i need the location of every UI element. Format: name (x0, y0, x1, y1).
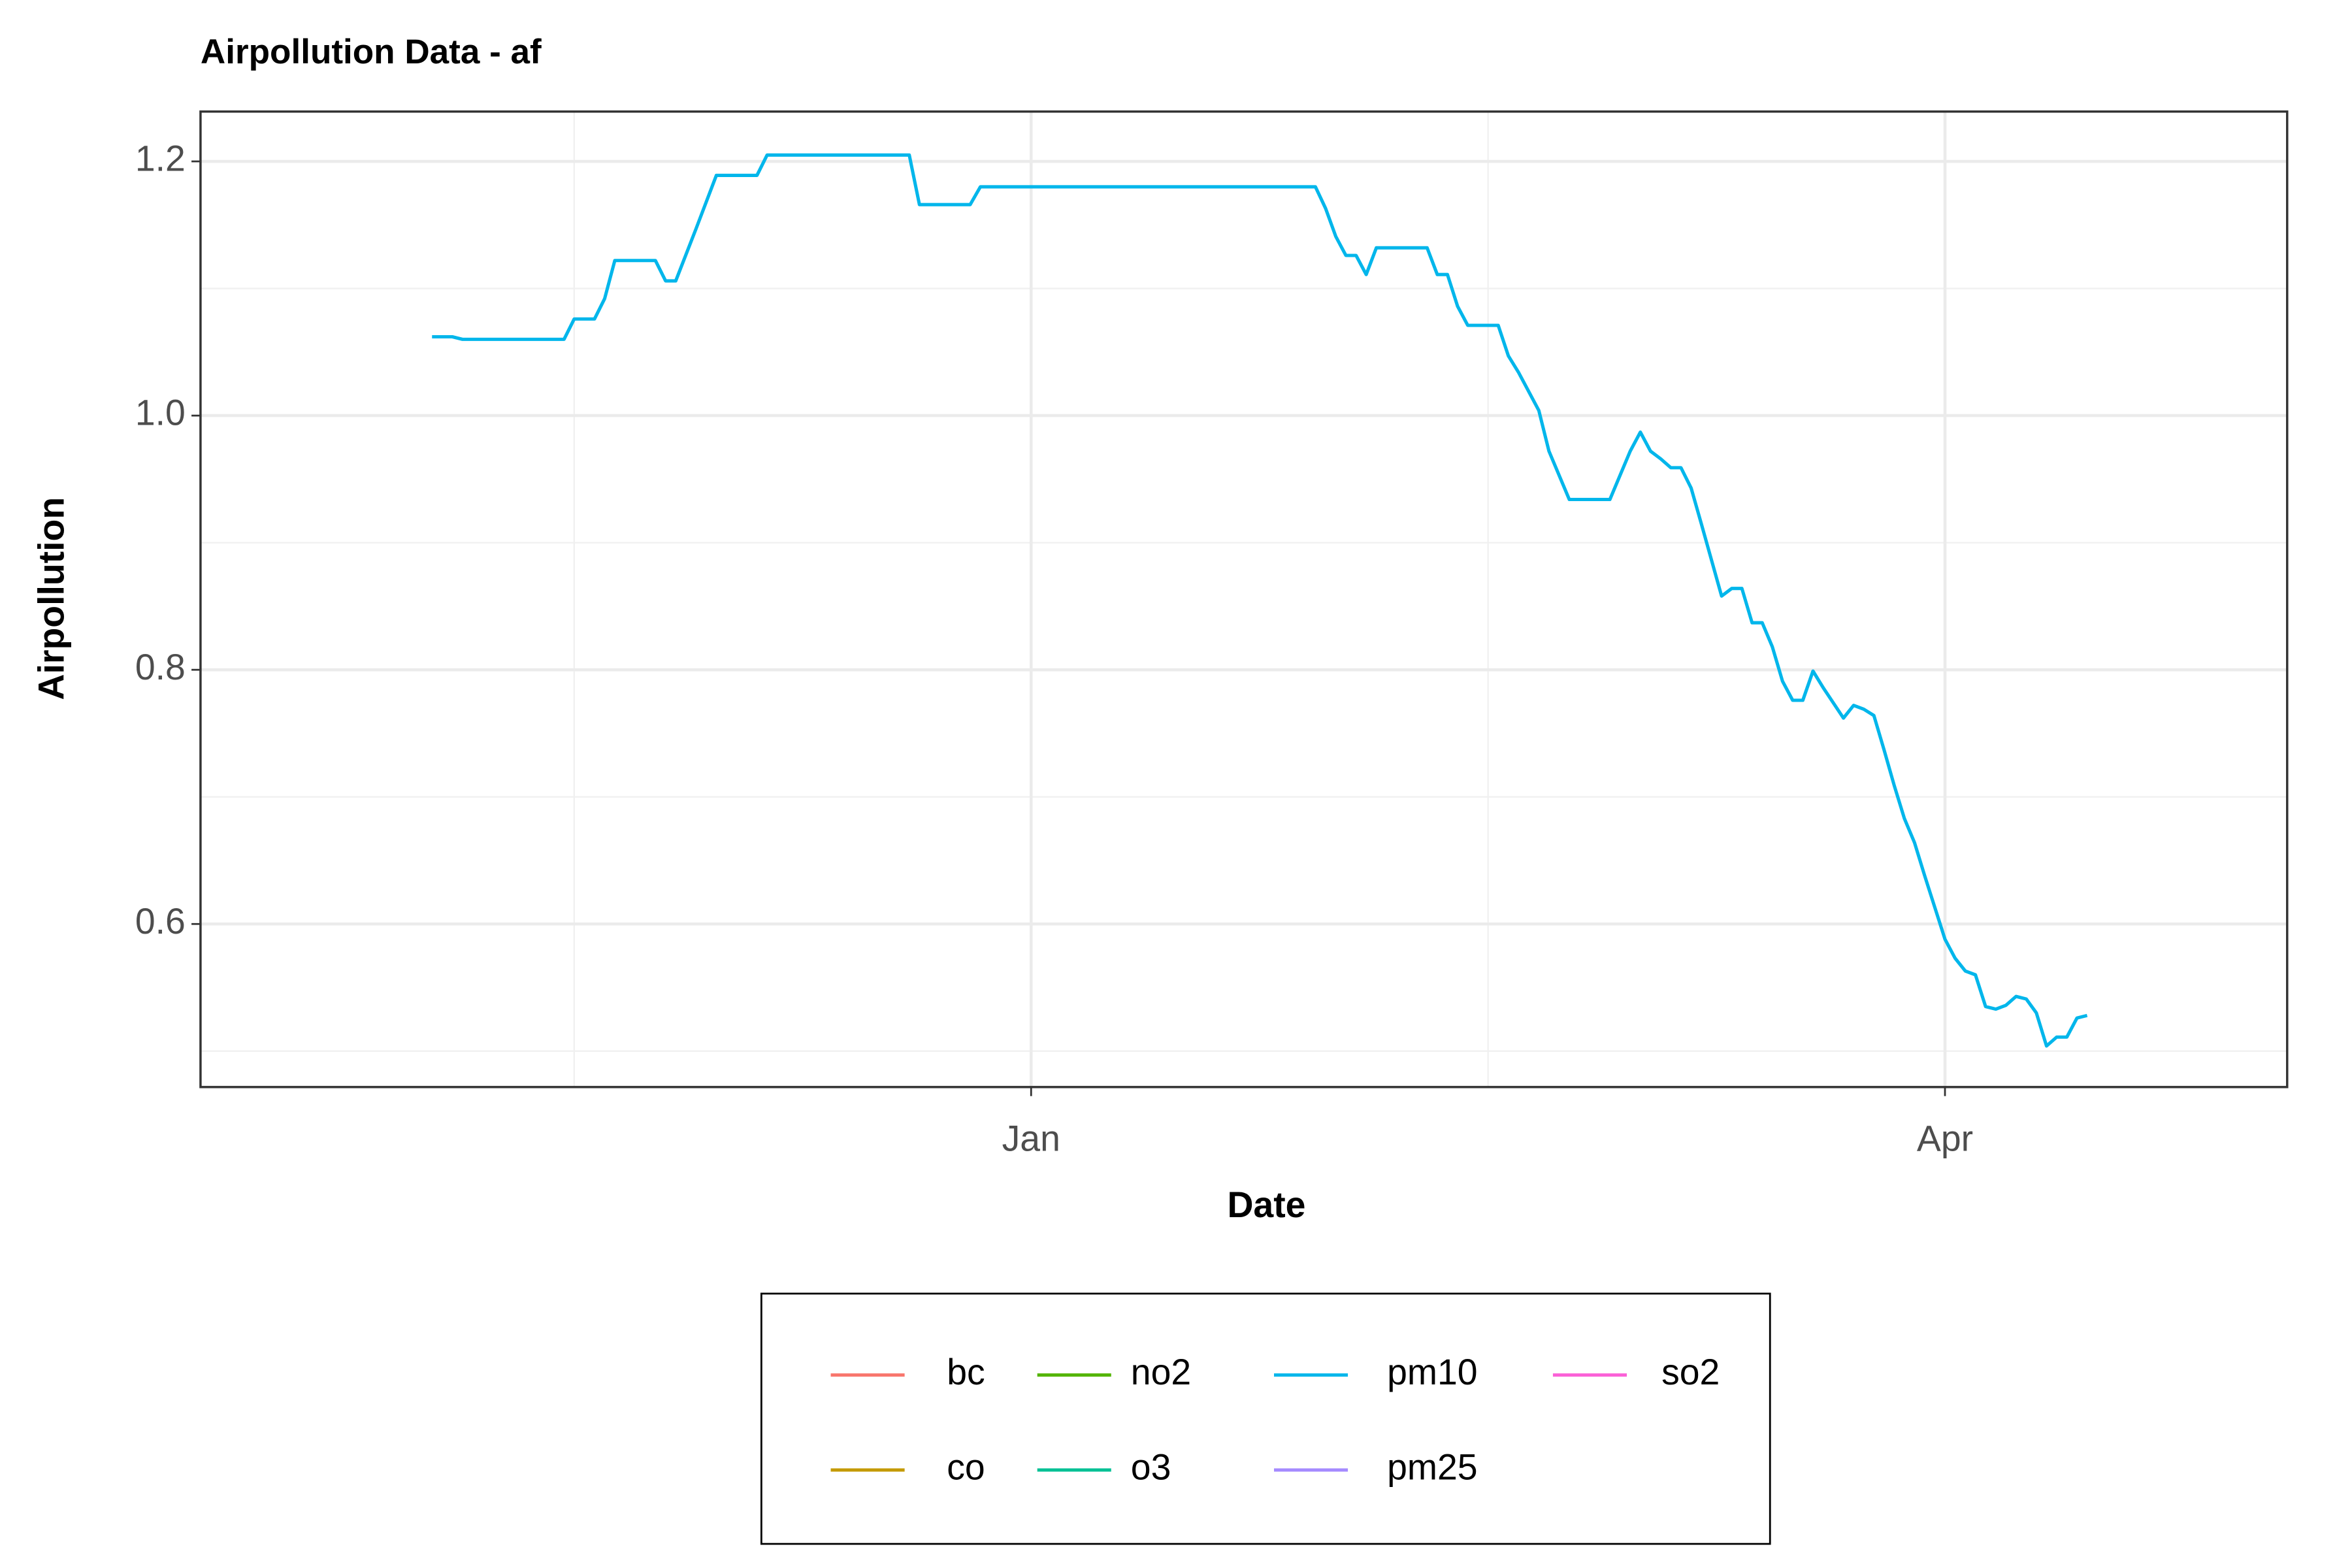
legend-label: no2 (1131, 1352, 1191, 1392)
x-tick-label: Jan (1002, 1119, 1060, 1159)
y-tick-label: 1.2 (135, 139, 186, 179)
y-tick-label: 0.6 (135, 901, 186, 941)
x-tick-label: Apr (1917, 1119, 1973, 1159)
panel-border (199, 110, 2289, 1088)
legend-label: bc (947, 1352, 985, 1392)
chart-title: Airpollution Data - af (201, 33, 542, 71)
data-line (432, 153, 2088, 1048)
legend-label: pm25 (1387, 1447, 1478, 1488)
legend-label: so2 (1661, 1352, 1720, 1392)
y-tick-label: 0.8 (135, 647, 186, 687)
legend-label: co (947, 1447, 985, 1488)
legend-label: o3 (1131, 1447, 1171, 1488)
x-axis-title: Date (1227, 1184, 1305, 1225)
y-axis-title: Airpollution (31, 497, 72, 700)
y-tick-label: 1.0 (135, 393, 186, 433)
legend-box (760, 1292, 1771, 1545)
legend-label: pm10 (1387, 1352, 1478, 1392)
